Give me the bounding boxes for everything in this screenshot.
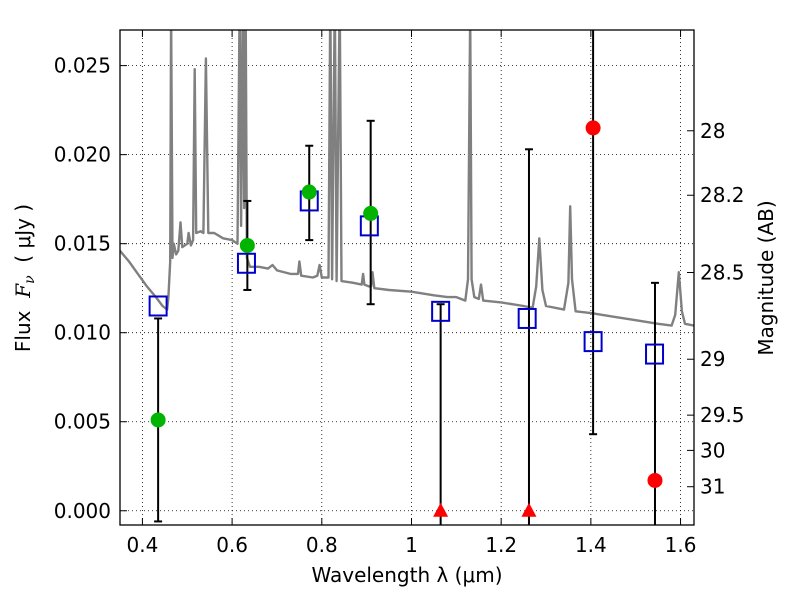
axis-ticks [120, 30, 694, 525]
x-axis-label: Wavelength λ (μm) [311, 563, 502, 587]
y-axis-label-right: Magnitude (AB) [754, 200, 778, 355]
x-tick-label: 0.6 [216, 533, 248, 557]
triangle-marker [433, 502, 449, 517]
tick-labels: 0.4 0.6 0.8 1 1.2 1.4 1.6 0.000 0.005 0.010 0.015 0… [54, 54, 745, 557]
grid-lines [120, 30, 694, 525]
right-tick-label: 30 [700, 438, 725, 462]
y-tick-label: 0.025 [54, 54, 111, 78]
triangle-marker [521, 502, 537, 517]
right-tick-label: 28 [700, 119, 725, 143]
plot-background [120, 30, 694, 525]
x-tick-label: 0.4 [127, 533, 159, 557]
right-tick-label: 31 [700, 475, 725, 499]
square-marker [236, 252, 256, 274]
plot-frame [119, 29, 695, 526]
square-marker [431, 300, 451, 322]
y-tick-label: 0.000 [54, 499, 111, 523]
circle-marker [239, 237, 255, 253]
y-tick-label: 0.020 [54, 143, 111, 167]
right-tick-label: 29.5 [700, 403, 745, 427]
circle-marker [585, 120, 601, 136]
x-tick-label: 1 [405, 533, 418, 557]
data-markers [148, 120, 665, 517]
circle-marker [150, 412, 166, 428]
y-tick-label: 0.010 [54, 321, 111, 345]
x-tick-label: 1.4 [575, 533, 607, 557]
square-marker [517, 307, 537, 329]
square-marker [583, 331, 603, 353]
square-marker [148, 295, 168, 317]
x-tick-label: 1.2 [485, 533, 517, 557]
right-tick-label: 29 [700, 347, 725, 371]
circle-marker [363, 205, 379, 221]
x-tick-label: 1.6 [665, 533, 697, 557]
y-tick-label: 0.005 [54, 410, 111, 434]
right-tick-label: 28.5 [700, 261, 745, 285]
y-axis-label: Flux Fν ( μJy ) [11, 204, 38, 352]
circle-marker [647, 472, 663, 488]
square-marker [645, 343, 665, 365]
circle-marker [301, 184, 317, 200]
y-tick-label: 0.015 [54, 232, 111, 256]
spectrum-line [120, 30, 694, 327]
x-tick-label: 0.8 [306, 533, 338, 557]
right-tick-label: 28.2 [700, 183, 745, 207]
template-spectrum [120, 30, 694, 327]
